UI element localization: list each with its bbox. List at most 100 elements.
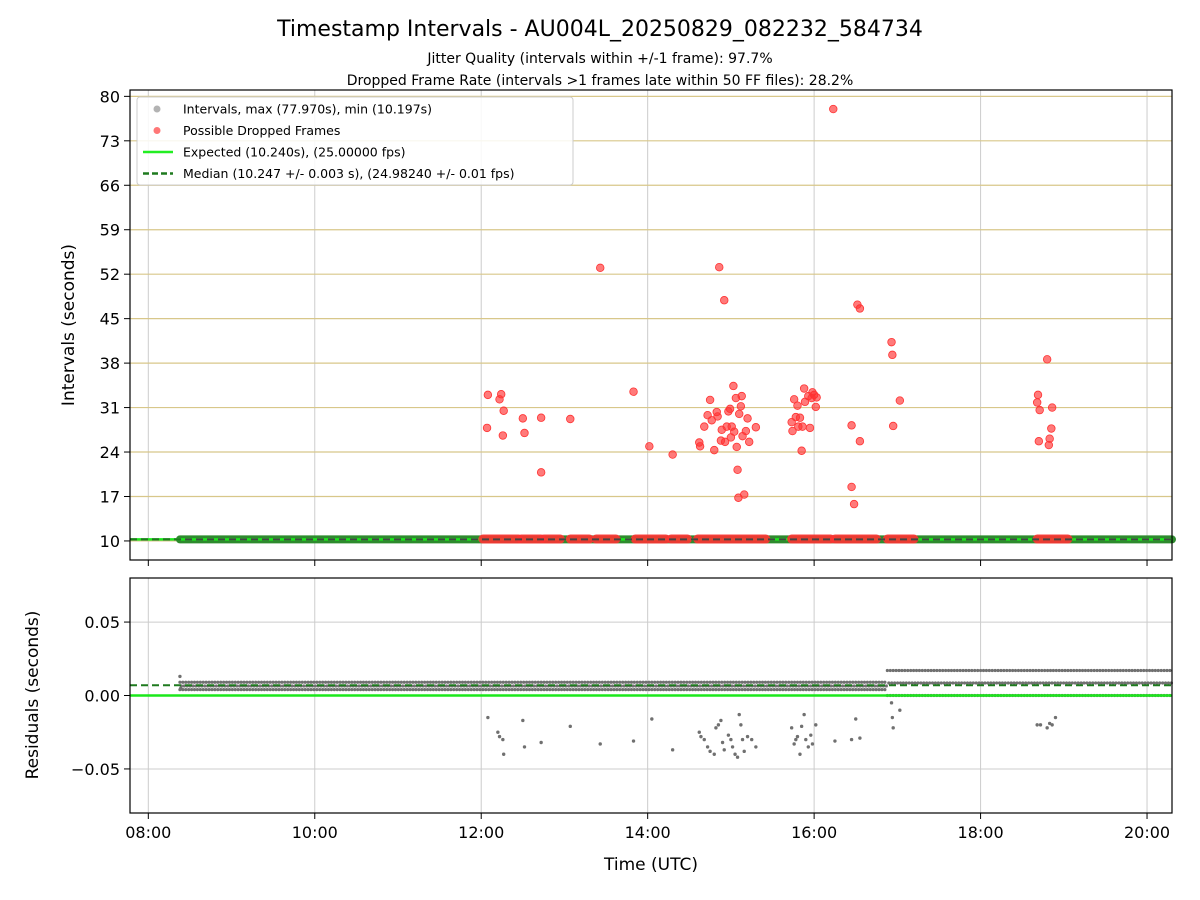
residual-point <box>203 684 207 688</box>
residual-point <box>294 680 299 684</box>
dropped-frame-point <box>482 423 492 433</box>
residual-outlier-point <box>754 745 758 749</box>
residual-point <box>318 680 322 684</box>
residual-point <box>785 684 789 688</box>
residual-point <box>1086 668 1090 673</box>
residual-point <box>792 680 797 684</box>
residual-point <box>1078 668 1082 673</box>
residual-point <box>822 680 826 684</box>
residual-point <box>1031 668 1035 673</box>
residual-point <box>976 668 980 673</box>
residual-point <box>210 680 214 684</box>
residual-point <box>1088 681 1092 685</box>
residual-outlier-point <box>729 737 733 742</box>
residual-point <box>344 688 348 692</box>
residual-point <box>1070 681 1074 685</box>
residual-point <box>784 680 788 684</box>
residual-point <box>798 688 802 692</box>
residual-point <box>622 684 626 688</box>
residual-point <box>609 688 613 692</box>
residual-point <box>414 680 418 684</box>
residual-point <box>901 681 905 685</box>
residual-point <box>1050 681 1054 685</box>
residual-outlier-point <box>712 752 716 756</box>
residual-point <box>830 688 835 692</box>
residual-point <box>612 688 616 692</box>
residual-point <box>262 688 267 692</box>
residual-point <box>452 680 456 684</box>
residual-point <box>405 680 409 684</box>
residual-point <box>291 688 296 692</box>
residual-point <box>670 680 674 684</box>
residual-point <box>420 688 424 692</box>
dropped-frame-point <box>1047 403 1057 412</box>
residual-outlier-point <box>740 737 745 742</box>
residual-point <box>1089 668 1093 673</box>
residual-point <box>233 680 237 684</box>
residual-point <box>810 688 814 692</box>
residual-point <box>1022 668 1026 673</box>
residual-point <box>997 681 1002 685</box>
residual-point <box>1105 681 1109 685</box>
residual-point <box>481 688 485 692</box>
residual-point <box>763 680 768 684</box>
residual-point <box>315 688 319 692</box>
residual-point <box>939 681 943 685</box>
residual-point <box>1107 668 1111 673</box>
residual-point <box>951 681 955 685</box>
dropped-frame-point <box>566 414 575 424</box>
residual-point <box>1080 668 1085 673</box>
residual-point <box>961 668 965 673</box>
residual-point <box>472 680 476 684</box>
residual-point <box>920 668 924 673</box>
residual-point <box>1091 681 1095 685</box>
residual-point <box>420 680 424 684</box>
residual-point <box>389 684 393 688</box>
legend-entry-label: Intervals, max (77.970s), min (10.197s) <box>183 102 432 117</box>
residual-point <box>341 680 345 684</box>
dropped-frame-point <box>798 422 807 431</box>
residual-point <box>468 684 472 688</box>
residual-outlier-point <box>697 730 701 734</box>
residual-point <box>417 688 421 692</box>
residual-point <box>554 688 558 692</box>
residual-point <box>862 688 867 692</box>
residual-point <box>523 684 527 688</box>
dropped-frame-point <box>887 337 896 347</box>
residuals-y-axis-label: Residuals (seconds) <box>23 611 43 780</box>
dropped-frame-point <box>888 350 897 360</box>
residual-point <box>676 688 680 692</box>
residual-point <box>1063 668 1067 673</box>
residual-point <box>670 688 674 692</box>
residual-point <box>565 680 569 684</box>
residual-outlier-point <box>742 749 746 754</box>
residual-point <box>487 688 491 692</box>
residual-outlier-point <box>730 745 735 749</box>
residual-point <box>656 680 660 684</box>
residual-point <box>631 684 635 688</box>
residual-point <box>449 688 453 692</box>
residuals-panel: 0.05 0.00 −0.05 08:00 10:00 12:00 14:00 16:00 18… <box>71 577 1173 842</box>
residual-point <box>306 688 310 692</box>
residual-point <box>893 681 897 685</box>
residual-point <box>696 688 701 692</box>
residual-point <box>236 680 240 684</box>
residual-point <box>852 684 856 688</box>
residual-point <box>904 681 908 685</box>
residual-point <box>888 668 892 673</box>
residual-point <box>449 680 453 684</box>
residual-point <box>527 680 532 684</box>
residual-point <box>766 680 770 684</box>
residual-point <box>772 680 776 684</box>
residual-point <box>635 680 639 684</box>
residual-point <box>714 688 718 692</box>
residual-point <box>580 680 584 684</box>
residual-outlier-point <box>501 752 506 756</box>
residual-point <box>1041 681 1045 685</box>
residual-outlier-point <box>750 737 754 742</box>
legend-marker <box>153 127 161 134</box>
residual-point <box>778 688 782 692</box>
residual-point <box>364 680 368 684</box>
residual-point <box>894 668 898 673</box>
residual-point <box>775 680 779 684</box>
